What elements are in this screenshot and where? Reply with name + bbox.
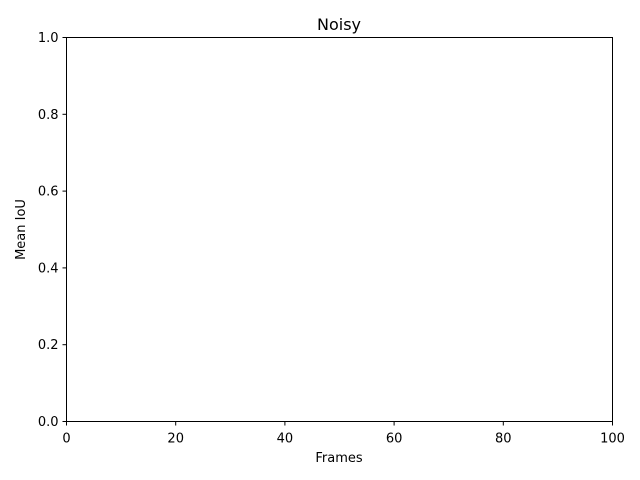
y-axis-label: Mean IoU: [14, 199, 29, 260]
x-tick-label: 40: [277, 432, 294, 447]
x-tick-label: 20: [167, 432, 184, 447]
x-tick-label: 0: [62, 432, 70, 447]
x-axis-ticks: 0 20 40 60 80 100: [62, 421, 625, 447]
y-tick-label: 0.8: [38, 108, 59, 123]
x-tick-label: 80: [495, 432, 512, 447]
x-axis-label: Frames: [315, 451, 363, 466]
x-tick-label: 100: [600, 432, 625, 447]
x-tick-label: 60: [386, 432, 403, 447]
chart-title: Noisy: [317, 15, 361, 34]
y-tick-label: 0.4: [38, 261, 59, 276]
y-tick-label: 0.2: [38, 338, 59, 353]
y-axis-ticks: 0.0 0.2 0.4 0.6 0.8 1.0: [38, 31, 67, 430]
y-tick-label: 0.0: [38, 415, 59, 430]
plot-area: [66, 37, 613, 422]
y-tick-label: 0.6: [38, 185, 59, 200]
y-tick-label: 1.0: [38, 31, 59, 46]
